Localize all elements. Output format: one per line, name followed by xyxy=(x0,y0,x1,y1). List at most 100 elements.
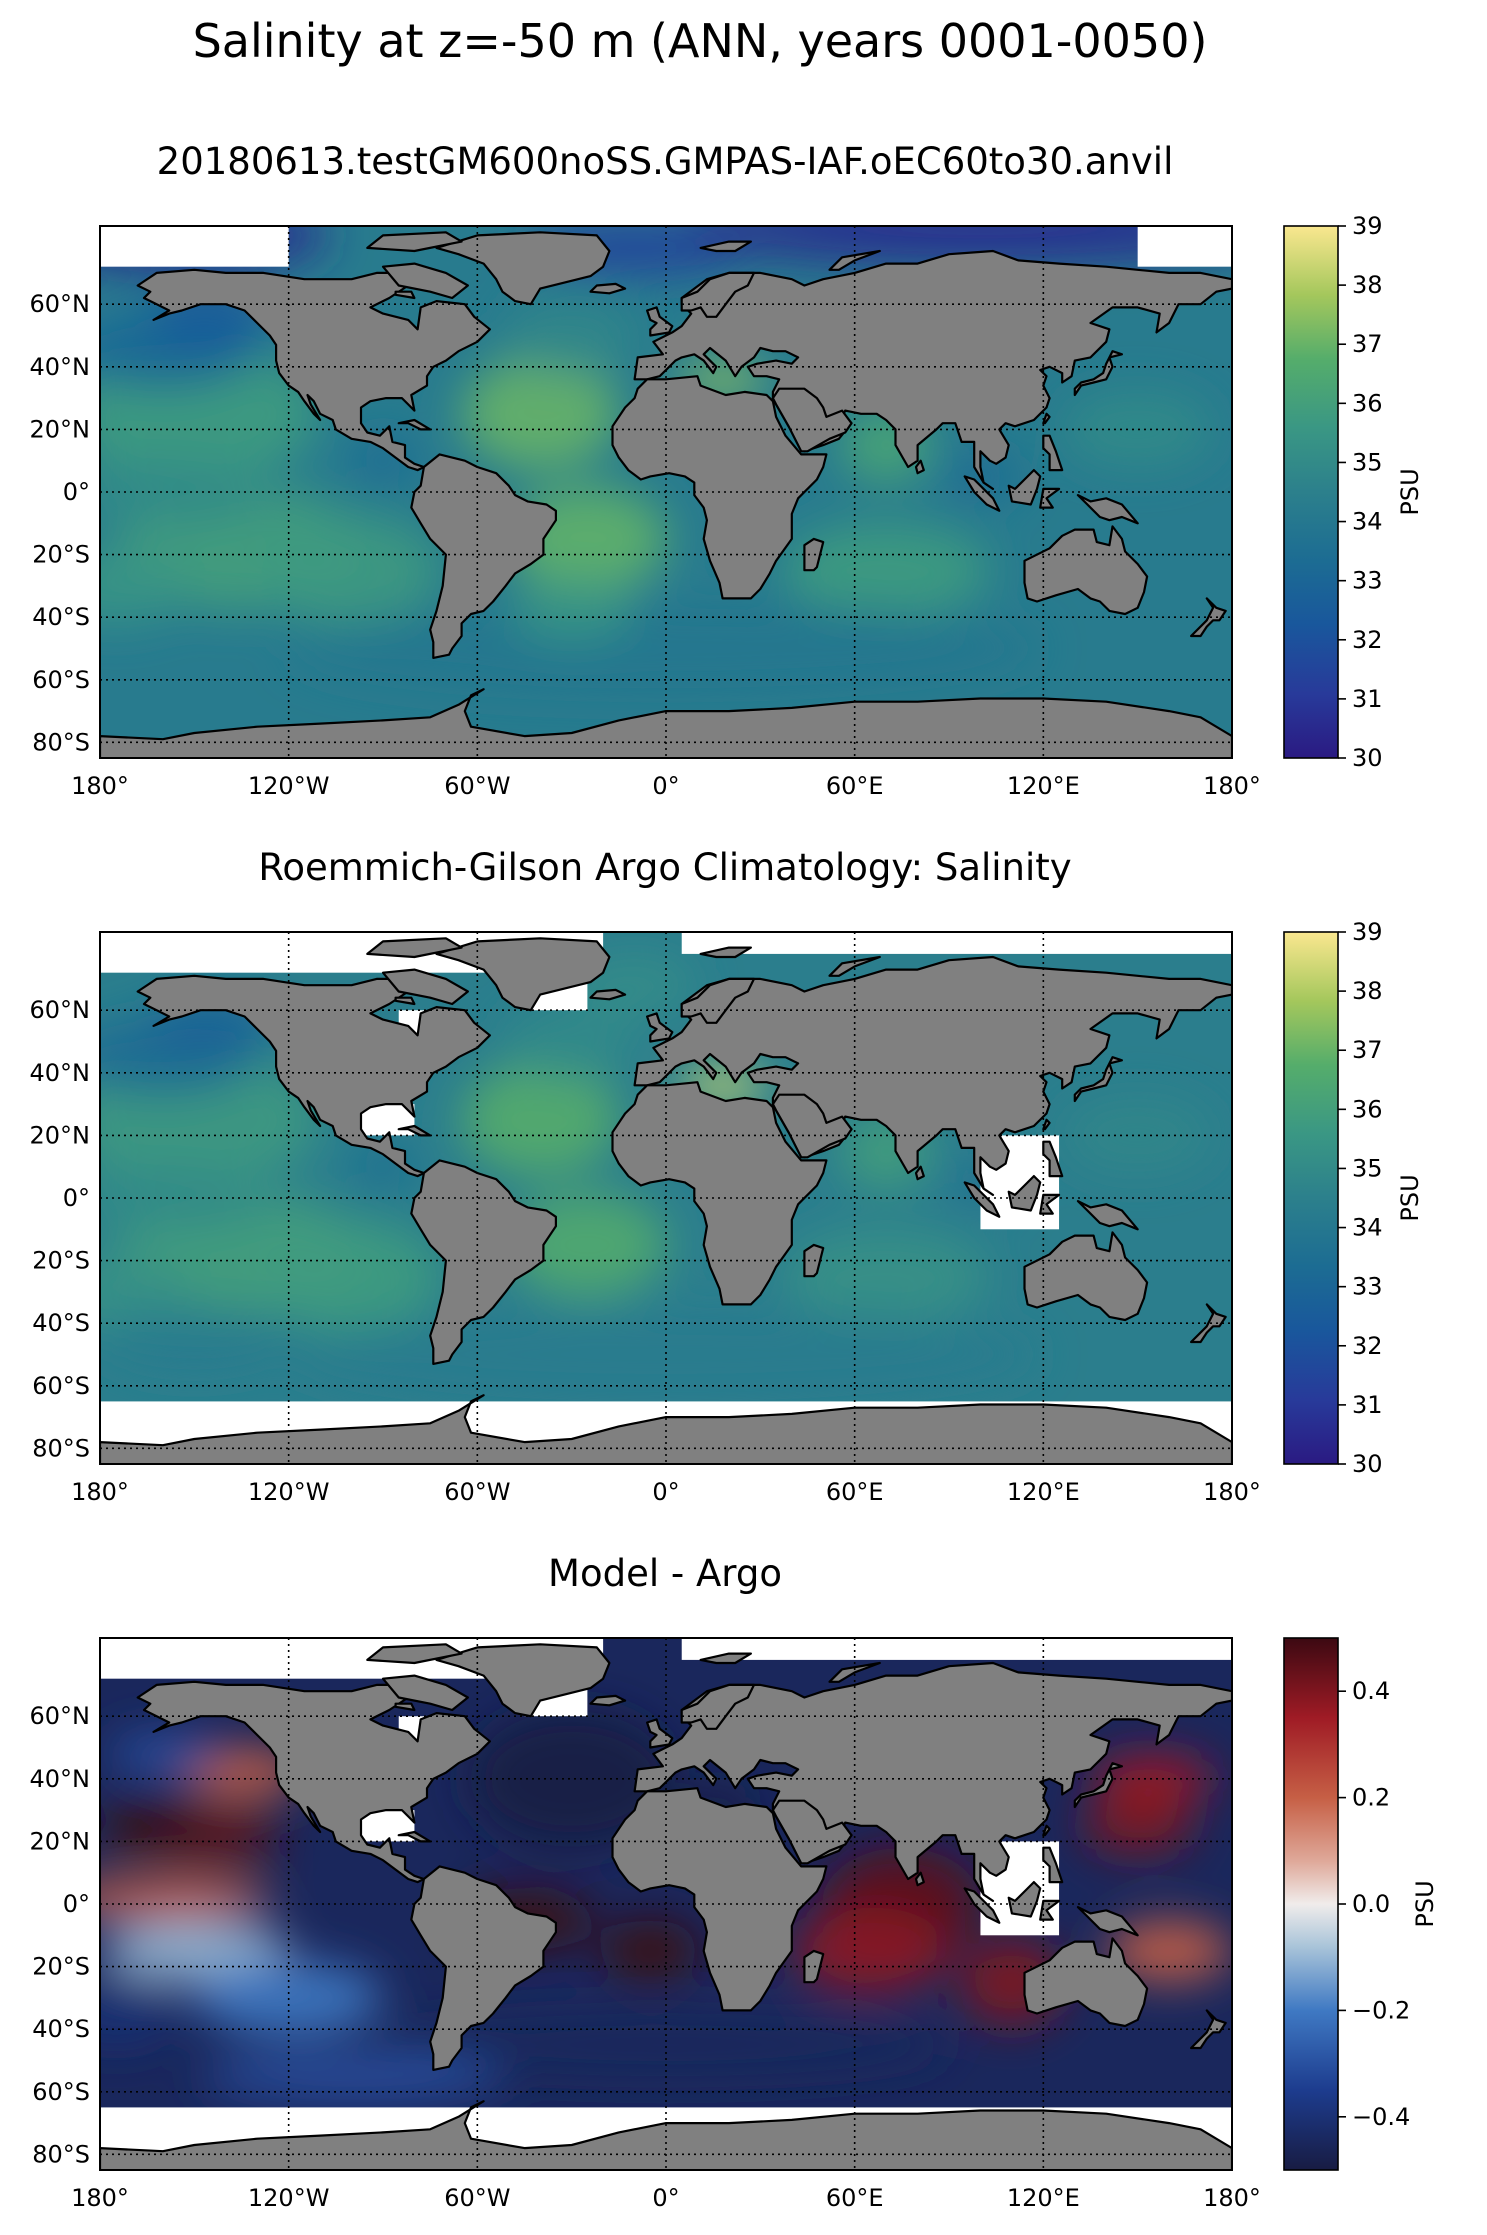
land-north-america xyxy=(136,1680,491,1884)
colorbar: 30 31 32 33 34 35 36 37 38 39 PSU xyxy=(1283,918,1424,1478)
land-north-america xyxy=(136,268,491,472)
land-svalbard xyxy=(699,1652,753,1665)
colorbar-label: PSU xyxy=(1396,1174,1424,1221)
land-taiwan xyxy=(1042,412,1051,425)
field-patch xyxy=(509,579,635,643)
colorbar-gradient xyxy=(1283,225,1339,759)
missing-data-region xyxy=(681,1638,1232,1660)
colorbar-tick-label: −0.4 xyxy=(1352,2103,1410,2131)
x-tick-label: 120°W xyxy=(248,2184,330,2212)
x-tick-label: 120°W xyxy=(248,1478,330,1506)
y-tick-label: 40°N xyxy=(30,353,91,381)
y-tick-label: 60°N xyxy=(30,996,91,1024)
panel-3-title: Model - Argo xyxy=(548,1552,782,1595)
land-antarctica xyxy=(100,2100,1232,2170)
map-frame xyxy=(99,1637,1233,2171)
x-tick-label: 60°E xyxy=(826,1478,884,1506)
field-patch xyxy=(100,1166,273,1230)
land-ellesmere xyxy=(366,937,463,959)
gridlines xyxy=(99,932,1233,1464)
colorbar: 30 31 32 33 34 35 36 37 38 39 PSU xyxy=(1283,212,1424,772)
land-iceland xyxy=(589,282,627,295)
field-patch xyxy=(1062,391,1213,467)
land-australia xyxy=(1023,1231,1149,1322)
y-tick-label: 60°S xyxy=(32,666,90,694)
x-tick-label: 120°W xyxy=(248,772,330,800)
missing-data-region xyxy=(1137,226,1232,267)
land-australia xyxy=(1023,525,1149,616)
y-tick-label: 20°S xyxy=(32,1953,90,1981)
x-tick-label: 180° xyxy=(1203,2184,1261,2212)
field-patch xyxy=(504,1003,640,1080)
land-taiwan xyxy=(1042,1118,1051,1131)
land-japan xyxy=(1073,1762,1124,1809)
x-tick-label: 60°W xyxy=(444,1478,510,1506)
field-patch xyxy=(261,513,442,627)
y-tick-label: 0° xyxy=(63,478,90,506)
y-tick-label: 20°N xyxy=(30,415,91,443)
map-frame xyxy=(99,225,1233,759)
panel-3: 180° 120°W 60°W 0° 60°E 120°E 180° 60°N 40°N 20°N… xyxy=(30,1637,1439,2212)
panel-1-title: 20180613.testGM600noSS.GMPAS-IAF.oEC60to… xyxy=(156,140,1174,183)
land-sri-lanka xyxy=(914,1871,925,1887)
panel-2-map xyxy=(100,932,1232,1464)
colorbar-tick-label: 31 xyxy=(1352,685,1383,713)
field-patch xyxy=(504,297,640,374)
land-hudson-islands xyxy=(394,290,416,300)
y-tick-label: 60°N xyxy=(30,290,91,318)
land-madagascar xyxy=(803,1243,825,1278)
missing-data-region xyxy=(681,932,1232,954)
land-new-guinea xyxy=(1076,494,1139,525)
map-frame xyxy=(99,931,1233,1465)
panel-2-title: Roemmich-Gilson Argo Climatology: Salini… xyxy=(258,846,1072,889)
y-tick-label: 40°S xyxy=(32,1309,90,1337)
x-tick-label: 0° xyxy=(652,2184,679,2212)
field-patch xyxy=(194,1960,383,2036)
x-tick-label: 180° xyxy=(1203,772,1261,800)
land-new-zealand xyxy=(1189,2009,1227,2050)
land-philippines xyxy=(1042,1140,1064,1178)
x-tick-label: 180° xyxy=(1203,1478,1261,1506)
field-patch xyxy=(782,1229,990,1324)
land-arabia xyxy=(771,1799,853,1865)
y-tick-label: 80°S xyxy=(32,2140,90,2168)
y-tick-label: 20°S xyxy=(32,1247,90,1275)
colorbar-tick-label: 35 xyxy=(1352,1154,1383,1182)
land-new-guinea xyxy=(1076,1905,1139,1937)
land-arabia xyxy=(771,1093,853,1159)
land-hudson-islands xyxy=(394,996,416,1006)
y-tick-label: 40°N xyxy=(30,1765,91,1793)
missing-data-region xyxy=(100,226,289,267)
land-baffin xyxy=(381,262,469,300)
panel-3-map xyxy=(100,1638,1232,2170)
y-tick-label: 60°S xyxy=(32,1372,90,1400)
land-svalbard xyxy=(699,240,753,253)
land-south-america xyxy=(410,453,558,660)
land-greenland xyxy=(435,937,611,1012)
colorbar-gradient xyxy=(1283,931,1339,1465)
field-patch xyxy=(680,226,1232,267)
field-patch xyxy=(461,1063,620,1177)
land-baffin xyxy=(381,1674,469,1712)
colorbar-tick-label: 39 xyxy=(1352,918,1383,946)
colorbar-tick-label: 36 xyxy=(1352,1095,1383,1123)
land-novaya-zemlya xyxy=(828,1661,881,1683)
land-eurasia xyxy=(633,955,1232,1197)
land-hudson-islands xyxy=(394,1702,416,1712)
y-tick-label: 0° xyxy=(63,1890,90,1918)
y-tick-label: 80°S xyxy=(32,1434,90,1462)
x-tick-label: 60°E xyxy=(826,2184,884,2212)
land-sri-lanka xyxy=(914,1165,925,1181)
ocean-field xyxy=(100,953,1213,1402)
x-tick-label: 60°W xyxy=(444,772,510,800)
colorbar-tick-label: 38 xyxy=(1352,271,1383,299)
colorbar-label: PSU xyxy=(1396,468,1424,515)
colorbar-tick-label: 38 xyxy=(1352,977,1383,1005)
colorbar-tick-label: 33 xyxy=(1352,567,1383,595)
panel-2: 180° 120°W 60°W 0° 60°E 120°E 180° 60°N 40°N 20°N… xyxy=(30,918,1425,1506)
field-patch xyxy=(290,1307,1042,1402)
land-sri-lanka xyxy=(914,459,925,475)
land-eurasia xyxy=(633,1661,1232,1903)
land-borneo xyxy=(1007,469,1042,506)
